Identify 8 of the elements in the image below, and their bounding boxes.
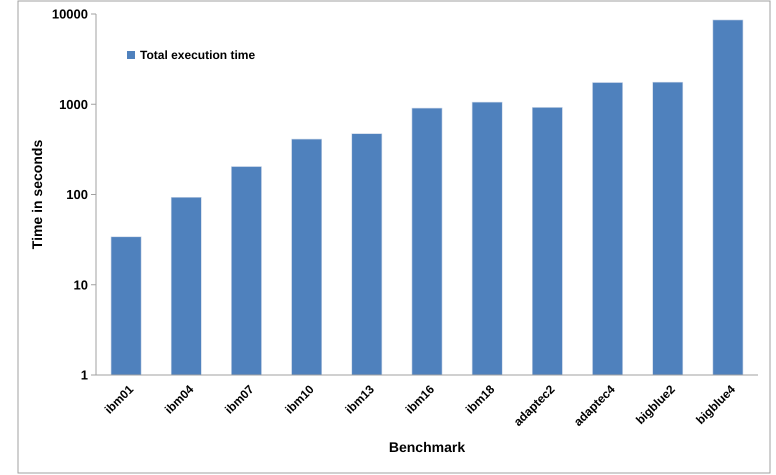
y-tick-label: 10000 (52, 6, 88, 22)
y-tick-label: 100 (66, 187, 88, 202)
legend-label: Total execution time (140, 48, 256, 62)
y-axis-title: Time in seconds (29, 140, 45, 250)
y-tick-label: 1 (80, 368, 88, 383)
x-axis-title: Benchmark (388, 439, 466, 455)
y-tick-label: 1000 (59, 96, 88, 112)
y-tick-label: 10 (74, 277, 88, 292)
